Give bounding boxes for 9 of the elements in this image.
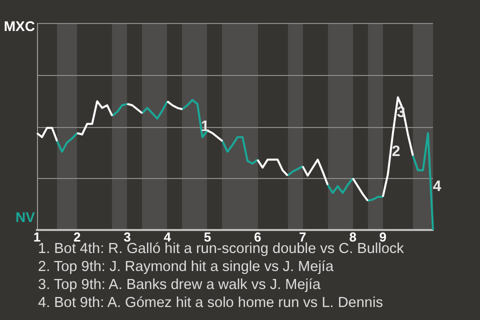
text: 2. Top 9th: J. Raymond hit a single vs J. Mejía <box>38 258 335 276</box>
text: NV <box>16 208 36 225</box>
text: MXC <box>4 18 35 34</box>
annotation: 2 <box>392 143 400 160</box>
annotation: 1 <box>200 118 210 136</box>
annotation: 4 <box>432 178 442 196</box>
x-tick-label: 1 <box>33 229 41 244</box>
text: 3. Top 9th: A. Banks drew a walk vs J. Mejía <box>38 276 322 294</box>
text: 4. Bot 9th: A. Gómez hit a solo home run vs L. Dennis <box>38 294 384 312</box>
